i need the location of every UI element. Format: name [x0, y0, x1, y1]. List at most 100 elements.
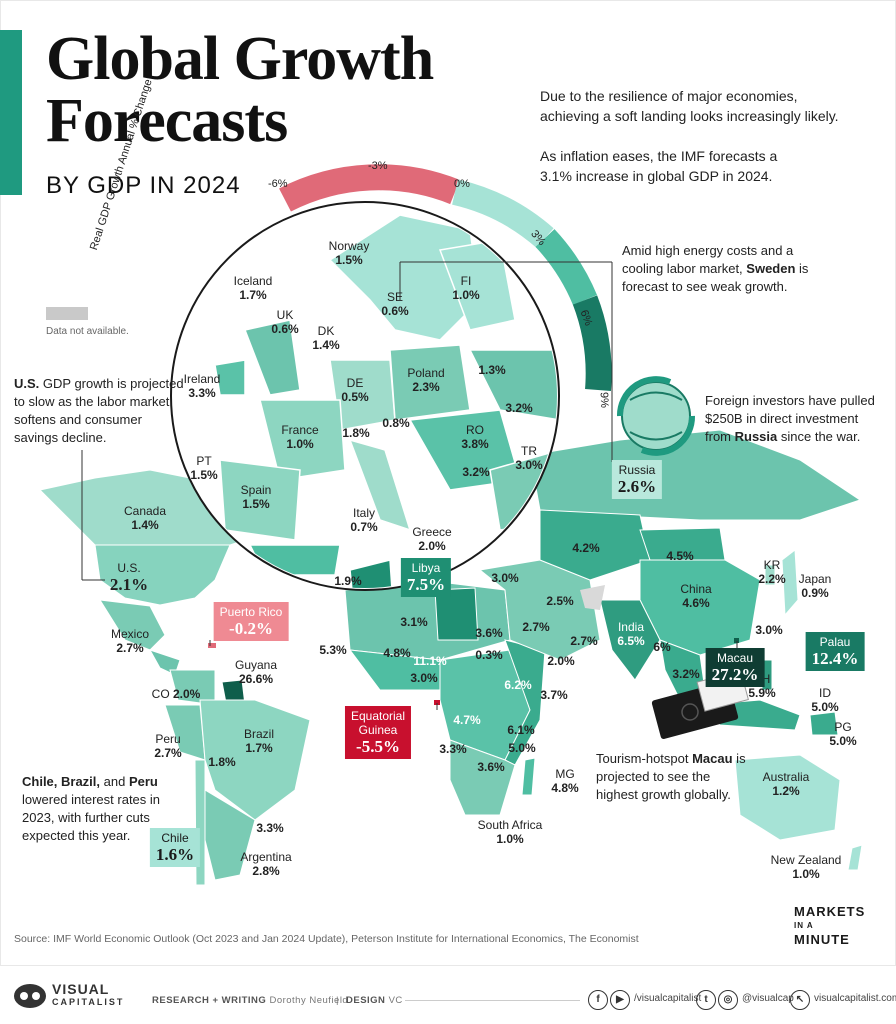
- region-uk: [243, 319, 301, 396]
- callout-macau: Macau 27.2%: [705, 648, 765, 687]
- source-note: Source: IMF World Economic Outlook (Oct …: [14, 933, 639, 945]
- value-label: 3.0%: [755, 623, 783, 637]
- brand-line-1: VISUAL: [52, 981, 110, 997]
- label-australia: Australia 1.2%: [762, 770, 810, 798]
- facebook-icon[interactable]: f: [588, 990, 608, 1010]
- visual-capitalist-logo-icon: [14, 984, 46, 1008]
- sweden-note: Amid high energy costs and a cooling lab…: [622, 242, 822, 296]
- gauge-tick-0: 0%: [454, 178, 470, 190]
- us-note-text: GDP growth is projected to slow as the l…: [14, 376, 184, 445]
- label-ro: RO 3.8%: [461, 423, 489, 451]
- value-label: 3.2%: [505, 401, 533, 415]
- region-australia: [734, 754, 841, 841]
- value-label: 0.3%: [475, 648, 503, 662]
- russia-note-bold: Russia: [734, 429, 778, 444]
- label-argentina: Argentina 2.8%: [240, 850, 292, 878]
- region-spain: [219, 459, 301, 541]
- credit-design: DESIGN VC: [346, 995, 403, 1006]
- page-title: Global Growth Forecasts: [46, 25, 434, 155]
- us-note-bold: U.S.: [14, 376, 40, 391]
- value-label: 4.8%: [383, 646, 411, 660]
- region-brazil: [199, 699, 311, 821]
- sweden-note-bold: Sweden: [746, 261, 796, 276]
- label-iceland: Iceland 1.7%: [233, 274, 273, 302]
- no-data-label: Data not available.: [46, 326, 129, 337]
- label-peru: Peru 2.7%: [154, 732, 182, 760]
- region-mexico: [99, 599, 166, 651]
- visual-capitalist-brand: VISUAL CAPITALIST: [52, 981, 124, 1009]
- website-link[interactable]: visualcapitalist.com: [814, 993, 896, 1004]
- region-italy: [348, 438, 412, 532]
- social-handle-twitter[interactable]: @visualcap: [742, 993, 794, 1004]
- callout-chile: Chile 1.6%: [149, 828, 201, 867]
- cursor-icon[interactable]: ↖: [790, 990, 810, 1010]
- region-central-asia: [539, 509, 651, 581]
- callout-palau: Palau 12.4%: [805, 632, 865, 671]
- value-label: 6%: [653, 640, 671, 654]
- instagram-icon[interactable]: ◎: [718, 990, 738, 1010]
- globe-icon: [616, 376, 696, 456]
- label-kr: KR 2.2%: [758, 558, 786, 586]
- label-greece: Greece 2.0%: [412, 525, 452, 553]
- label-pt: PT 1.5%: [190, 454, 218, 482]
- label-uk: UK 0.6%: [271, 308, 299, 336]
- world-map: [38, 164, 863, 886]
- title-line-2: Forecasts: [46, 87, 288, 155]
- us-note: U.S. GDP growth is projected to slow as …: [14, 375, 184, 447]
- label-mexico: Mexico 2.7%: [110, 627, 150, 655]
- intro-text-1: Due to the resilience of major economies…: [540, 88, 839, 124]
- value-label: 2.5%: [546, 594, 574, 608]
- intro-text-2: As inflation eases, the IMF forecasts a …: [540, 148, 778, 184]
- value-label: 3.6%: [475, 626, 503, 640]
- callout-libya: Libya 7.5%: [400, 558, 452, 597]
- social-handle-facebook[interactable]: /visualcapitalist: [634, 993, 702, 1004]
- callout-russia: Russia 2.6%: [611, 460, 663, 499]
- region-papua-new-guinea: [809, 711, 839, 736]
- page-subtitle: BY GDP IN 2024: [46, 172, 241, 199]
- value-label: 2.7%: [570, 634, 598, 648]
- value-label: 2.0%: [547, 654, 575, 668]
- label-spain: Spain 1.5%: [240, 483, 272, 511]
- label-tr: TR 3.0%: [515, 444, 543, 472]
- footer-divider: [405, 1000, 580, 1001]
- region-ireland: [214, 359, 246, 396]
- value-label: 1.8%: [342, 426, 370, 440]
- gauge-high-segment: [572, 295, 612, 392]
- label-brazil: Brazil 1.7%: [243, 727, 275, 755]
- gauge-tick-neg6: -6%: [268, 178, 288, 190]
- value-label: 3.2%: [672, 667, 700, 681]
- value-label: 6.1%: [507, 723, 535, 737]
- twitter-icon[interactable]: t: [696, 990, 716, 1010]
- region-korea: [764, 564, 776, 586]
- value-label: 5.0%: [508, 741, 536, 755]
- markets-in-a-minute-logo: MARKETS IN A MINUTE: [794, 904, 866, 947]
- no-data-swatch: [46, 307, 88, 320]
- label-norway: Norway 1.5%: [328, 239, 370, 267]
- value-label: 3.3%: [256, 821, 284, 835]
- youtube-icon[interactable]: ▶: [610, 990, 630, 1010]
- region-southern-africa: [449, 739, 516, 816]
- gauge-low-segment: [451, 179, 554, 248]
- label-pg: PG 5.0%: [829, 720, 857, 748]
- label-se: SE 0.6%: [381, 290, 409, 318]
- value-label: 3.7%: [540, 688, 568, 702]
- region-macau: [734, 638, 739, 643]
- value-label: 3.1%: [400, 615, 428, 629]
- legend-gauge: [279, 164, 612, 392]
- region-india: [599, 599, 661, 681]
- region-equatorial-guinea: [434, 700, 440, 705]
- russia-note-post: since the war.: [777, 429, 861, 444]
- macau-note-bold: Macau: [692, 751, 733, 766]
- europe-inset-map: [214, 214, 557, 588]
- label-new-zealand: New Zealand 1.0%: [770, 853, 842, 881]
- value-label: 0.8%: [382, 416, 410, 430]
- credit-research: RESEARCH + WRITING Dorothy Neufield: [152, 995, 349, 1006]
- title-line-1: Global Growth: [46, 25, 434, 93]
- region-us: [94, 544, 231, 606]
- credit-separator: |: [336, 995, 339, 1006]
- region-scandinavia: [328, 214, 481, 341]
- value-label: 6.2%: [504, 678, 532, 692]
- macau-note-pre: Tourism-hotspot: [596, 751, 693, 766]
- latam-note-bold2: Peru: [128, 774, 158, 789]
- latam-note: Chile, Brazil, and Peru lowered interest…: [22, 773, 172, 845]
